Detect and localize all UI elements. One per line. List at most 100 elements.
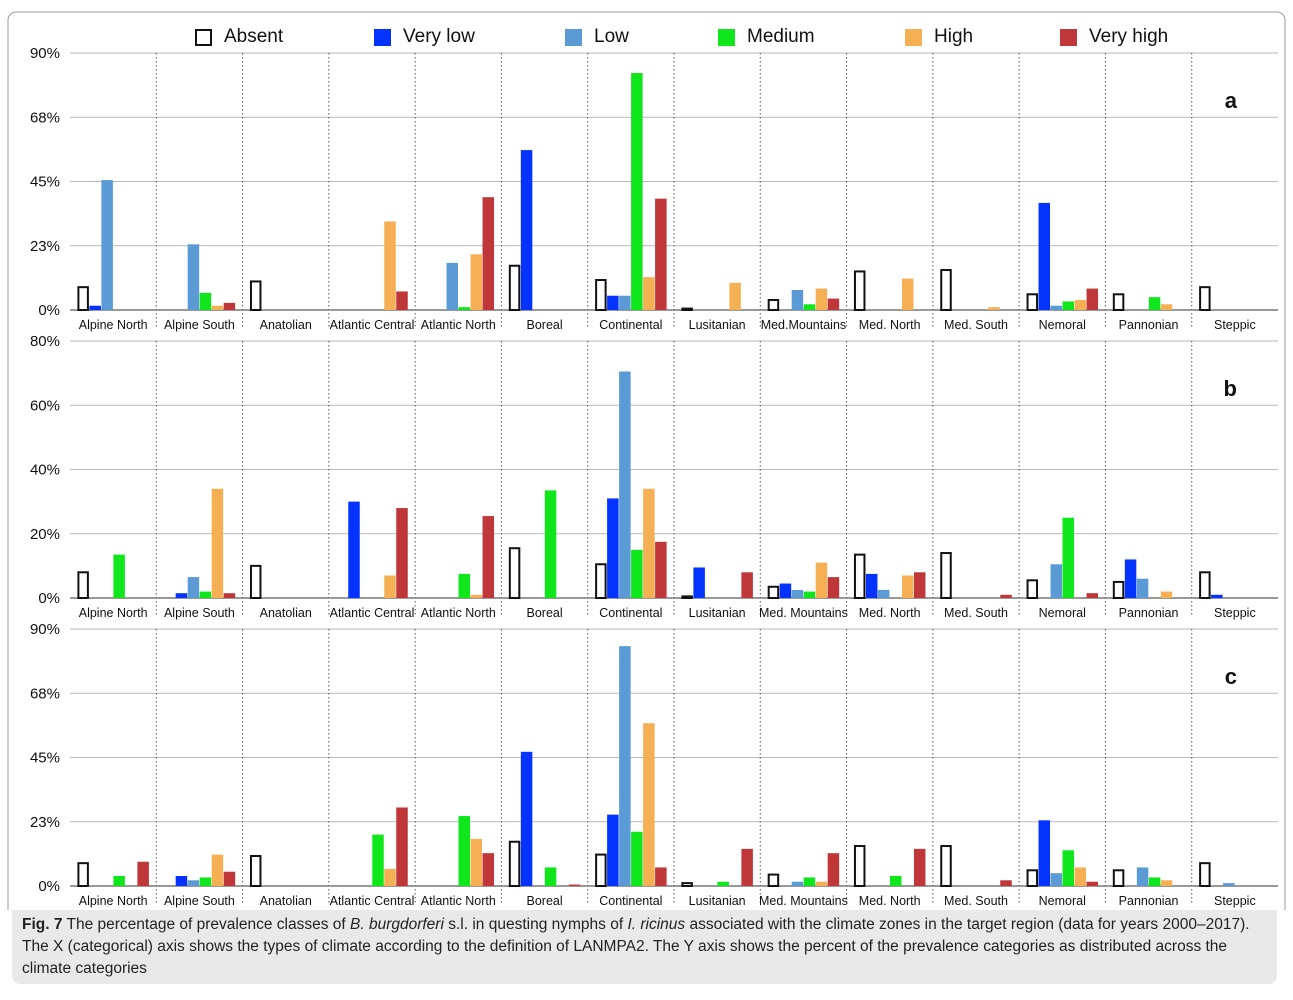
bar-very-high bbox=[396, 508, 408, 598]
bar-low bbox=[619, 646, 631, 886]
bar-low bbox=[791, 589, 804, 598]
bar-high bbox=[1074, 867, 1087, 886]
bar-very-low bbox=[520, 751, 533, 886]
bar-very-high bbox=[827, 298, 840, 310]
bar-medium bbox=[372, 834, 384, 886]
bar-very-high bbox=[827, 577, 840, 598]
bar-low bbox=[1050, 564, 1063, 598]
bar-absent bbox=[681, 595, 693, 599]
legend-item-medium: Medium bbox=[718, 22, 815, 52]
ytick-label: 40% bbox=[30, 462, 60, 479]
bar-very-high bbox=[223, 871, 236, 886]
bar-medium bbox=[544, 490, 557, 598]
bar-very-high bbox=[568, 884, 581, 886]
bar-absent bbox=[595, 279, 607, 311]
bar-medium bbox=[1062, 517, 1075, 598]
ytick-label: 68% bbox=[30, 685, 60, 702]
bar-very-low bbox=[1038, 202, 1051, 310]
bar-high bbox=[729, 282, 741, 310]
bar-absent bbox=[767, 585, 780, 599]
xtick-label: Lusitanian bbox=[689, 606, 746, 620]
bar-medium bbox=[631, 549, 643, 598]
xtick-label: Nemoral bbox=[1039, 606, 1086, 620]
caption-fig-label: Fig. 7 bbox=[22, 916, 63, 933]
bar-very-high bbox=[913, 848, 926, 886]
bar-very-high bbox=[741, 848, 753, 886]
bar-absent bbox=[681, 307, 693, 312]
bar-medium bbox=[889, 876, 902, 886]
bar-medium bbox=[631, 831, 643, 886]
bar-medium bbox=[113, 876, 125, 886]
bar-absent bbox=[1199, 571, 1211, 599]
bar-medium bbox=[1062, 301, 1075, 310]
xtick-label: Med. Mountains bbox=[759, 894, 848, 908]
xtick-label: Boreal bbox=[527, 318, 563, 332]
xtick-label: Anatolian bbox=[260, 606, 312, 620]
bar-very-high bbox=[741, 572, 753, 598]
xtick-label: Lusitanian bbox=[689, 318, 746, 332]
bar-high bbox=[1160, 880, 1173, 886]
bar-medium bbox=[1148, 877, 1161, 886]
xtick-label: Med. South bbox=[944, 318, 1008, 332]
xtick-label: Boreal bbox=[527, 894, 563, 908]
bar-absent bbox=[767, 873, 780, 887]
xtick-label: Anatolian bbox=[260, 894, 312, 908]
bar-very-low bbox=[779, 583, 792, 598]
bar-very-low bbox=[607, 295, 619, 310]
bar-absent bbox=[77, 286, 89, 311]
bar-high bbox=[384, 221, 396, 310]
bar-medium bbox=[1062, 850, 1075, 886]
bar-very-high bbox=[1086, 881, 1099, 886]
legend-label: Low bbox=[594, 26, 629, 47]
legend-item-very-high: Very high bbox=[1060, 22, 1168, 52]
xtick-label: Alpine North bbox=[79, 318, 148, 332]
xtick-label: Pannonian bbox=[1119, 894, 1179, 908]
bar-absent bbox=[940, 269, 952, 311]
bar-absent bbox=[1199, 862, 1211, 888]
ytick-label: 0% bbox=[38, 590, 60, 607]
bar-absent bbox=[1026, 869, 1039, 887]
xtick-label: Med. North bbox=[859, 606, 921, 620]
caption-text-1: The percentage of prevalence classes of bbox=[66, 916, 346, 933]
bar-very-low bbox=[607, 498, 619, 598]
bar-absent bbox=[940, 845, 952, 887]
figure-caption: Fig. 7 The percentage of prevalence clas… bbox=[12, 910, 1277, 984]
bar-high bbox=[211, 305, 224, 310]
bar-very-high bbox=[655, 541, 667, 598]
bar-very-high bbox=[482, 853, 495, 886]
xtick-label: Pannonian bbox=[1119, 606, 1179, 620]
ytick-label: 80% bbox=[30, 333, 60, 350]
bar-absent bbox=[77, 862, 89, 888]
bar-very-low bbox=[89, 305, 101, 310]
bar-low bbox=[187, 244, 200, 310]
legend: Absent Very low Low Medium High Very high bbox=[0, 22, 1293, 52]
bar-absent bbox=[1112, 293, 1125, 311]
bar-absent bbox=[853, 270, 866, 312]
ytick-label: 23% bbox=[30, 238, 60, 255]
bar-very-high bbox=[1086, 288, 1099, 310]
bar-medium bbox=[803, 591, 816, 598]
bar-low bbox=[446, 262, 459, 310]
ytick-label: 90% bbox=[30, 621, 60, 638]
caption-text-2: s.l. in questing nymphs of bbox=[448, 916, 624, 933]
bar-absent bbox=[940, 552, 952, 600]
legend-swatch bbox=[565, 28, 582, 46]
bar-very-high bbox=[396, 291, 408, 310]
bar-high bbox=[1074, 300, 1087, 310]
bar-high bbox=[815, 562, 828, 598]
ytick-label: 60% bbox=[30, 397, 60, 414]
bar-very-high bbox=[1000, 594, 1012, 598]
bar-high bbox=[470, 594, 483, 598]
xtick-label: Alpine South bbox=[164, 606, 235, 620]
bar-high bbox=[211, 488, 224, 598]
bar-low bbox=[791, 881, 804, 886]
xtick-label: Med. South bbox=[944, 894, 1008, 908]
xtick-label: Pannonian bbox=[1119, 318, 1179, 332]
bar-very-high bbox=[1000, 880, 1012, 886]
legend-swatch bbox=[718, 28, 735, 46]
legend-item-high: High bbox=[905, 22, 973, 52]
bar-medium bbox=[717, 881, 729, 886]
caption-species-1: B. burgdorferi bbox=[350, 916, 444, 933]
ytick-label: 0% bbox=[38, 302, 60, 319]
